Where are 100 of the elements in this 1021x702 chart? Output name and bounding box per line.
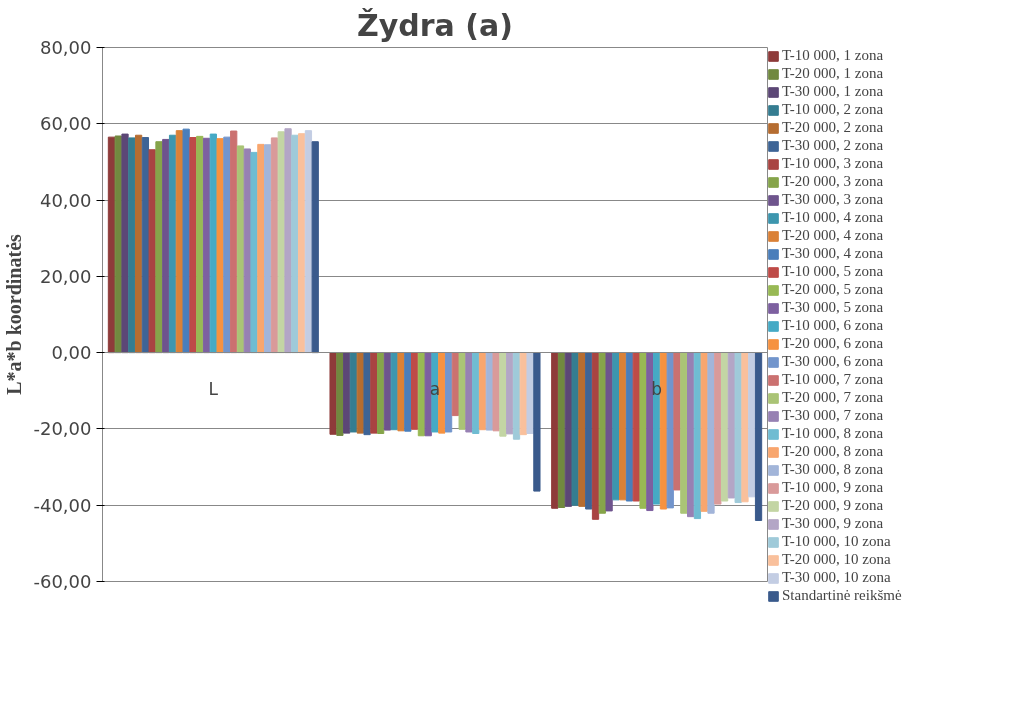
bar [625, 352, 634, 502]
legend-label: T-10 000, 2 zona [782, 101, 884, 118]
legend-label: T-10 000, 9 zona [782, 479, 884, 496]
legend-label: T-20 000, 7 zona [782, 389, 884, 406]
bar [182, 128, 190, 354]
bar [492, 352, 500, 432]
legend-label: T-20 000, 10 zona [782, 551, 891, 568]
bar [526, 352, 534, 435]
legend-label: T-10 000, 10 zona [782, 533, 891, 550]
y-tick-label: -40,00 [33, 494, 92, 516]
bar [578, 352, 586, 507]
bar [438, 352, 446, 434]
bar [349, 352, 358, 433]
x-tick-label: L [208, 378, 219, 399]
y-tick-label: 0,00 [51, 342, 92, 364]
y-tick-label: 80,00 [39, 37, 92, 58]
bar [196, 135, 204, 354]
bar [666, 352, 674, 509]
legend-label: T-20 000, 2 zona [782, 119, 884, 136]
y-tick-label: 20,00 [39, 265, 92, 287]
legend-label: T-30 000, 3 zona [782, 191, 884, 208]
bar [257, 143, 265, 354]
bar [424, 352, 432, 437]
legend-label: T-20 000, 4 zona [782, 227, 884, 244]
bar [404, 352, 412, 432]
bar [571, 352, 579, 506]
bar [223, 136, 231, 354]
bar [700, 352, 708, 512]
bar [189, 137, 197, 354]
bar [734, 352, 742, 504]
bar [673, 352, 681, 491]
legend-label: T-30 000, 6 zona [782, 353, 884, 370]
bar [591, 352, 600, 520]
legend-label: T-30 000, 5 zona [782, 299, 884, 316]
legend-label: T-20 000, 9 zona [782, 497, 884, 514]
bar [748, 352, 756, 498]
bar [605, 352, 613, 512]
bar [499, 352, 507, 437]
bar [230, 130, 238, 354]
legend-label: T-10 000, 4 zona [782, 209, 884, 226]
bar [444, 352, 453, 433]
bar [277, 131, 285, 354]
bar [506, 352, 514, 435]
bar [557, 352, 566, 508]
legend-label: T-10 000, 1 zona [782, 47, 884, 64]
y-axis-title: L*a*b koordinatės [3, 233, 26, 395]
bar [458, 352, 466, 430]
bar [397, 352, 405, 432]
bar [284, 128, 292, 354]
legend-label: T-20 000, 5 zona [782, 281, 884, 298]
legend-label: T-20 000, 3 zona [782, 173, 884, 190]
bar [478, 352, 487, 431]
y-tick-label: 40,00 [39, 189, 92, 211]
bar [390, 352, 398, 431]
bar [114, 135, 122, 354]
bar [619, 352, 627, 501]
bar [250, 151, 258, 354]
bar [121, 133, 129, 354]
y-tick-label: -60,00 [33, 571, 92, 592]
bar [411, 352, 419, 430]
bar [472, 352, 480, 435]
bar [754, 352, 763, 521]
legend-label: T-30 000, 1 zona [782, 83, 884, 100]
bar [329, 352, 337, 435]
bar [336, 352, 344, 436]
bar [512, 352, 521, 440]
bar [687, 352, 695, 518]
legend-label: T-10 000, 3 zona [782, 155, 884, 172]
bar [311, 141, 319, 354]
legend-label: T-20 000, 1 zona [782, 65, 884, 82]
bar [646, 352, 654, 512]
legend-label: T-10 000, 5 zona [782, 263, 884, 280]
bar [377, 352, 385, 435]
legend-label: T-20 000, 8 zona [782, 443, 884, 460]
bar [720, 352, 729, 502]
bar [168, 134, 177, 354]
legend-label: T-10 000, 8 zona [782, 425, 884, 442]
legend-label: T-30 000, 8 zona [782, 461, 884, 478]
bar [370, 352, 378, 434]
bar [533, 352, 541, 492]
bar [128, 137, 136, 354]
chart-title: Žydra (a) [357, 7, 513, 43]
legend-label: T-10 000, 6 zona [782, 317, 884, 334]
bar [162, 138, 170, 354]
bar [216, 138, 224, 354]
y-tick-label: 60,00 [39, 113, 92, 135]
legend-label: T-30 000, 7 zona [782, 407, 884, 424]
bar [639, 352, 647, 509]
bar [343, 352, 351, 434]
legend-label: T-30 000, 4 zona [782, 245, 884, 262]
bar [585, 352, 593, 510]
bar [465, 352, 473, 433]
bar [363, 352, 371, 436]
bar [202, 137, 211, 354]
legend-label: T-10 000, 7 zona [782, 371, 884, 388]
bar [291, 134, 299, 354]
bar [551, 352, 559, 509]
bar [714, 352, 722, 505]
legend-label: T-30 000, 10 zona [782, 569, 891, 586]
bar [155, 141, 163, 354]
